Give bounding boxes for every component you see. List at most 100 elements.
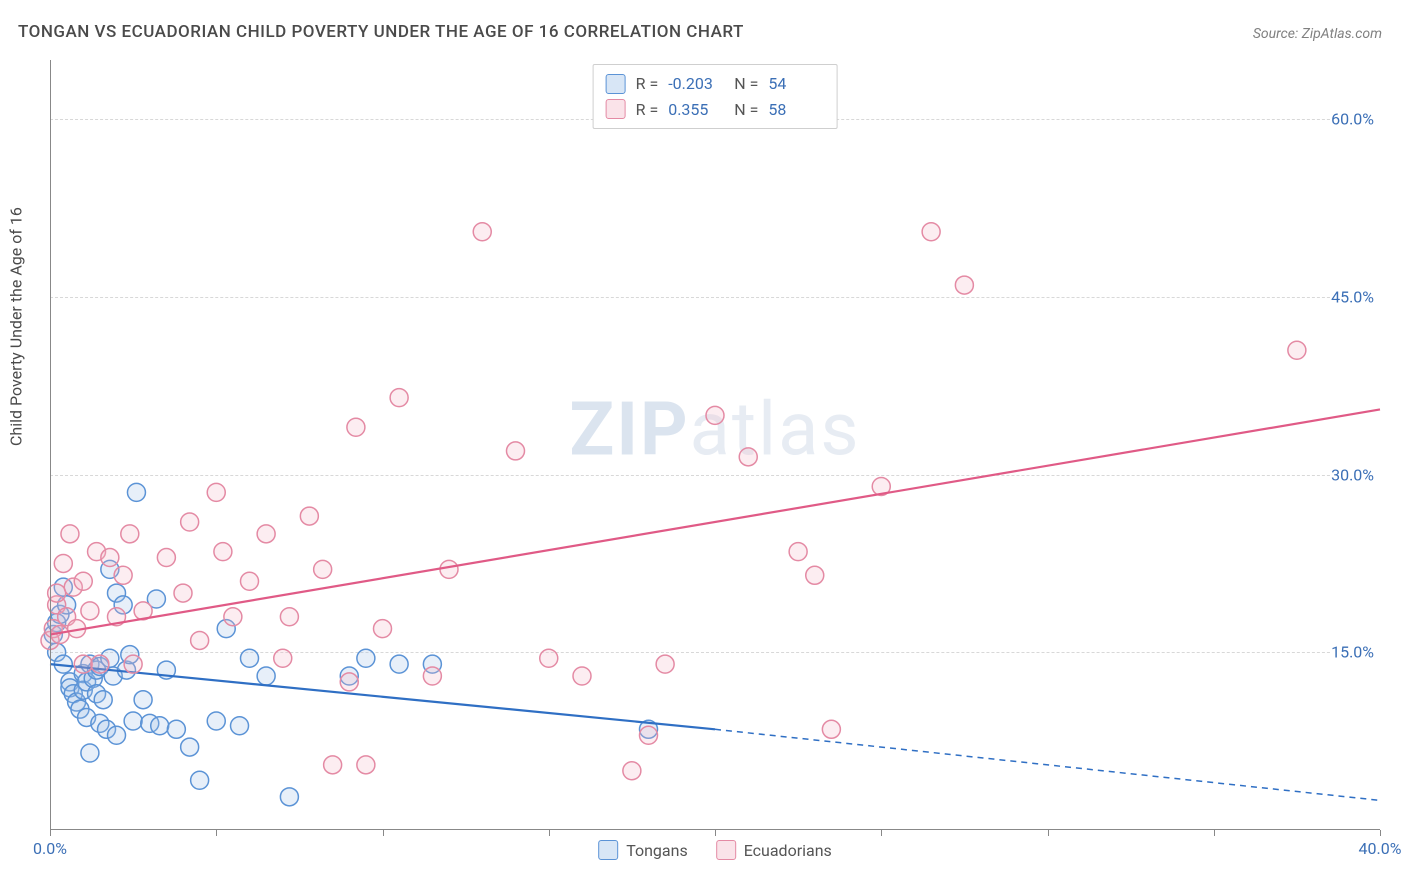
legend-swatch-ecuadorians <box>606 99 626 119</box>
scatter-point-ecuadorians <box>181 513 199 531</box>
scatter-point-ecuadorians <box>922 223 940 241</box>
n-value: 54 <box>768 71 824 97</box>
scatter-point-tongans <box>207 712 225 730</box>
scatter-point-tongans <box>127 483 145 501</box>
scatter-point-tongans <box>280 788 298 806</box>
y-axis-label: Child Poverty Under the Age of 16 <box>7 207 26 446</box>
x-tick <box>50 830 51 836</box>
x-tick-label: 40.0% <box>1359 839 1402 858</box>
r-label: R = <box>636 97 659 123</box>
scatter-point-ecuadorians <box>121 525 139 543</box>
scatter-point-ecuadorians <box>789 543 807 561</box>
scatter-point-ecuadorians <box>101 549 119 567</box>
chart-container: TONGAN VS ECUADORIAN CHILD POVERTY UNDER… <box>0 0 1406 892</box>
trend-line-dashed-tongans <box>715 729 1380 800</box>
scatter-point-ecuadorians <box>507 442 525 460</box>
r-label: R = <box>636 71 659 97</box>
scatter-point-tongans <box>191 771 209 789</box>
chart-svg <box>50 60 1380 830</box>
correlation-legend: R = -0.203 N = 54R =0.355N =58 <box>593 64 838 129</box>
scatter-point-ecuadorians <box>314 560 332 578</box>
scatter-point-ecuadorians <box>357 756 375 774</box>
x-tick <box>216 830 217 836</box>
x-tick <box>715 830 716 836</box>
scatter-point-ecuadorians <box>340 673 358 691</box>
legend-swatch-tongans <box>598 840 618 860</box>
x-tick <box>881 830 882 836</box>
legend-swatch-ecuadorians <box>716 840 736 860</box>
scatter-point-ecuadorians <box>157 549 175 567</box>
scatter-point-tongans <box>108 726 126 744</box>
x-tick <box>549 830 550 836</box>
scatter-point-ecuadorians <box>473 223 491 241</box>
x-tick <box>1214 830 1215 836</box>
scatter-point-ecuadorians <box>54 554 72 572</box>
scatter-point-ecuadorians <box>423 667 441 685</box>
scatter-point-ecuadorians <box>640 726 658 744</box>
scatter-point-ecuadorians <box>214 543 232 561</box>
scatter-point-tongans <box>151 717 169 735</box>
correlation-row-tongans: R = -0.203 N = 54 <box>606 71 825 97</box>
scatter-point-ecuadorians <box>540 649 558 667</box>
scatter-point-tongans <box>167 720 185 738</box>
n-label: N = <box>734 97 758 123</box>
scatter-point-ecuadorians <box>191 631 209 649</box>
scatter-point-tongans <box>124 712 142 730</box>
scatter-point-ecuadorians <box>440 560 458 578</box>
scatter-point-ecuadorians <box>241 572 259 590</box>
scatter-point-ecuadorians <box>706 406 724 424</box>
scatter-point-ecuadorians <box>656 655 674 673</box>
scatter-point-ecuadorians <box>573 667 591 685</box>
n-label: N = <box>734 71 758 97</box>
scatter-point-tongans <box>94 691 112 709</box>
scatter-point-ecuadorians <box>347 418 365 436</box>
y-axis-line <box>50 60 51 830</box>
source-prefix: Source: <box>1253 26 1302 42</box>
scatter-point-ecuadorians <box>280 608 298 626</box>
scatter-point-tongans <box>241 649 259 667</box>
scatter-point-ecuadorians <box>207 483 225 501</box>
source-name: ZipAtlas.com <box>1302 26 1382 42</box>
y-tick-label: 15.0% <box>1331 643 1382 662</box>
plot-area: ZIPatlas 0.0%40.0% 15.0%30.0%45.0%60.0% … <box>50 60 1380 830</box>
scatter-point-ecuadorians <box>390 389 408 407</box>
scatter-point-ecuadorians <box>806 566 824 584</box>
scatter-point-ecuadorians <box>955 276 973 294</box>
scatter-point-ecuadorians <box>822 720 840 738</box>
r-value: -0.203 <box>668 71 724 97</box>
scatter-point-tongans <box>134 691 152 709</box>
x-tick <box>383 830 384 836</box>
scatter-point-ecuadorians <box>91 655 109 673</box>
scatter-point-tongans <box>81 744 99 762</box>
legend-item-tongans: Tongans <box>598 840 688 860</box>
legend-label: Tongans <box>626 841 688 860</box>
scatter-point-ecuadorians <box>274 649 292 667</box>
scatter-point-tongans <box>257 667 275 685</box>
x-tick-label: 0.0% <box>33 839 67 858</box>
scatter-point-tongans <box>357 649 375 667</box>
trend-line-ecuadorians <box>50 409 1380 634</box>
scatter-point-ecuadorians <box>300 507 318 525</box>
legend-label: Ecuadorians <box>744 841 832 860</box>
scatter-point-ecuadorians <box>74 572 92 590</box>
scatter-point-ecuadorians <box>224 608 242 626</box>
scatter-point-tongans <box>231 717 249 735</box>
y-tick-label: 60.0% <box>1331 110 1382 129</box>
scatter-point-ecuadorians <box>74 655 92 673</box>
correlation-row-ecuadorians: R =0.355N =58 <box>606 97 825 123</box>
scatter-point-ecuadorians <box>257 525 275 543</box>
scatter-point-ecuadorians <box>124 655 142 673</box>
scatter-point-ecuadorians <box>114 566 132 584</box>
y-tick-label: 45.0% <box>1331 287 1382 306</box>
scatter-point-ecuadorians <box>374 620 392 638</box>
scatter-point-ecuadorians <box>81 602 99 620</box>
scatter-point-ecuadorians <box>61 525 79 543</box>
scatter-point-ecuadorians <box>324 756 342 774</box>
scatter-point-ecuadorians <box>1288 341 1306 359</box>
source-attribution: Source: ZipAtlas.com <box>1253 26 1382 42</box>
scatter-point-ecuadorians <box>739 448 757 466</box>
x-tick <box>1048 830 1049 836</box>
scatter-point-ecuadorians <box>174 584 192 602</box>
chart-title: TONGAN VS ECUADORIAN CHILD POVERTY UNDER… <box>18 22 744 42</box>
y-tick-label: 30.0% <box>1331 465 1382 484</box>
